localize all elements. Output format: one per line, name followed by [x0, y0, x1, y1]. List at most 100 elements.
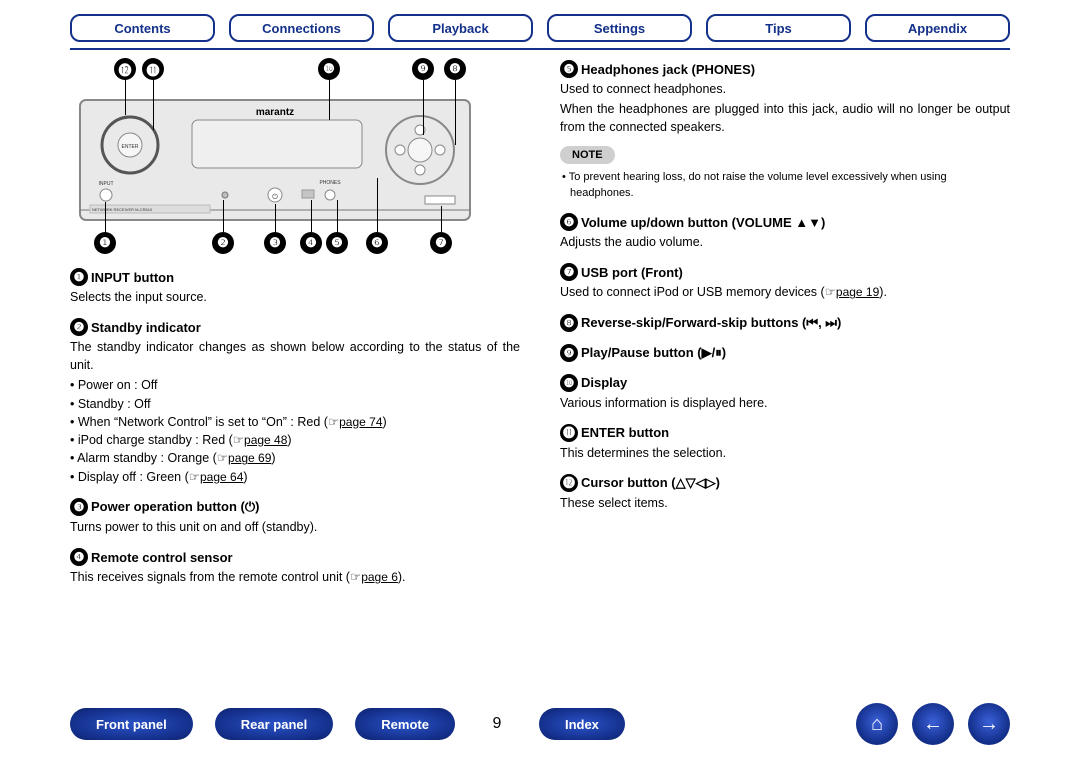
- bottom-bar: Front panel Rear panel Remote 9 Index ⌂ ← →: [0, 703, 1080, 745]
- item-num: ⓬: [560, 474, 578, 492]
- bottom-pill-index[interactable]: Index: [539, 708, 625, 740]
- callout-10: ❿: [318, 58, 340, 80]
- svg-text:NETWORK RECEIVER M-CR610: NETWORK RECEIVER M-CR610: [92, 207, 153, 212]
- item-num: ⓫: [560, 424, 578, 442]
- item-heading: ❾ Play/Pause button (▶/⏸): [560, 344, 1010, 362]
- item-heading: ❹ Remote control sensor: [70, 548, 520, 566]
- nav-tab-appendix[interactable]: Appendix: [865, 14, 1010, 42]
- back-icon[interactable]: ←: [912, 703, 954, 745]
- item-num: ❻: [560, 213, 578, 231]
- item-num: ❷: [70, 318, 88, 336]
- item-heading: ❸ Power operation button (⏻): [70, 498, 520, 516]
- callout-9: ❾: [412, 58, 434, 80]
- item-bullets: • Power on : Off• Standby : Off• When “N…: [70, 376, 520, 486]
- item-heading: ⓫ ENTER button: [560, 424, 1010, 442]
- item-title: INPUT button: [91, 270, 174, 285]
- item-title: Display: [581, 375, 627, 390]
- nav-tab-contents[interactable]: Contents: [70, 14, 215, 42]
- item-heading: ❽ Reverse-skip/Forward-skip buttons (⏮, …: [560, 314, 1010, 332]
- callout-11: ⓫: [142, 58, 164, 80]
- item-title: Play/Pause button (▶/⏸): [581, 345, 726, 361]
- item-num: ❽: [560, 314, 578, 332]
- item-title: Remote control sensor: [91, 550, 233, 565]
- item-title: Reverse-skip/Forward-skip buttons (⏮, ⏭): [581, 315, 841, 331]
- item-heading: ❼ USB port (Front): [560, 263, 1010, 281]
- leader: [223, 200, 224, 232]
- home-icon[interactable]: ⌂: [856, 703, 898, 745]
- callout-8: ❽: [444, 58, 466, 80]
- bottom-pill-front-panel[interactable]: Front panel: [70, 708, 193, 740]
- leader: [311, 200, 312, 232]
- svg-text:INPUT: INPUT: [99, 181, 114, 187]
- callout-12: ⓬: [114, 58, 136, 80]
- callout-3: ❸: [264, 232, 286, 254]
- device-figure: marantz ENTER INPUT: [70, 60, 480, 240]
- callout-4: ❹: [300, 232, 322, 254]
- item-body: Turns power to this unit on and off (sta…: [70, 518, 520, 536]
- item-body: This determines the selection.: [560, 444, 1010, 462]
- callout-7: ❼: [430, 232, 452, 254]
- item-body: Used to connect headphones.: [560, 80, 1010, 98]
- item-num: ❼: [560, 263, 578, 281]
- bottom-pill-rear-panel[interactable]: Rear panel: [215, 708, 333, 740]
- item-num: ❶: [70, 268, 88, 286]
- leader: [329, 80, 330, 120]
- nav-tab-settings[interactable]: Settings: [547, 14, 692, 42]
- note-badge: NOTE: [560, 146, 615, 164]
- callout-5: ❺: [326, 232, 348, 254]
- left-column: marantz ENTER INPUT: [70, 60, 520, 587]
- leader: [105, 202, 106, 232]
- item-num: ❸: [70, 498, 88, 516]
- item-body-extra: When the headphones are plugged into thi…: [560, 100, 1010, 136]
- leader: [377, 178, 378, 232]
- callout-2: ❷: [212, 232, 234, 254]
- item-body: Adjusts the audio volume.: [560, 233, 1010, 251]
- item-heading: ⓬ Cursor button (△▽◁▷): [560, 474, 1010, 492]
- nav-tab-playback[interactable]: Playback: [388, 14, 533, 42]
- item-body: Selects the input source.: [70, 288, 520, 306]
- callout-6: ❻: [366, 232, 388, 254]
- page-number: 9: [477, 715, 517, 733]
- item-title: Cursor button (△▽◁▷): [581, 475, 720, 491]
- item-body: This receives signals from the remote co…: [70, 568, 520, 586]
- nav-icon-group: ⌂ ← →: [856, 703, 1010, 745]
- leader: [455, 80, 456, 145]
- item-body: Various information is displayed here.: [560, 394, 1010, 412]
- item-heading: ❻ Volume up/down button (VOLUME ▲▼): [560, 213, 1010, 231]
- item-num: ❾: [560, 344, 578, 362]
- item-heading: ❷ Standby indicator: [70, 318, 520, 336]
- svg-text:⏻: ⏻: [272, 193, 278, 201]
- right-column: ❺ Headphones jack (PHONES) Used to connec…: [560, 60, 1010, 587]
- leader: [153, 80, 154, 130]
- item-body: The standby indicator changes as shown b…: [70, 338, 520, 374]
- svg-text:PHONES: PHONES: [319, 180, 341, 186]
- item-num: ❺: [560, 60, 578, 78]
- item-heading: ❶ INPUT button: [70, 268, 520, 286]
- leader: [441, 206, 442, 232]
- main-content: marantz ENTER INPUT: [0, 50, 1080, 587]
- item-title: Volume up/down button (VOLUME ▲▼): [581, 215, 825, 230]
- svg-text:marantz: marantz: [256, 107, 294, 118]
- leader: [423, 80, 424, 135]
- bottom-pill-group-2: Index: [539, 708, 625, 740]
- svg-text:ENTER: ENTER: [122, 144, 139, 150]
- item-title: USB port (Front): [581, 265, 683, 280]
- item-title: Headphones jack (PHONES): [581, 62, 755, 77]
- nav-tab-tips[interactable]: Tips: [706, 14, 851, 42]
- item-num: ❿: [560, 374, 578, 392]
- item-body: These select items.: [560, 494, 1010, 512]
- item-title: ENTER button: [581, 425, 669, 440]
- callout-1: ❶: [94, 232, 116, 254]
- bottom-pill-group: Front panel Rear panel Remote: [70, 708, 455, 740]
- item-heading: ❿ Display: [560, 374, 1010, 392]
- item-title: Standby indicator: [91, 320, 201, 335]
- item-heading: ❺ Headphones jack (PHONES): [560, 60, 1010, 78]
- bottom-pill-remote[interactable]: Remote: [355, 708, 455, 740]
- nav-tab-connections[interactable]: Connections: [229, 14, 374, 42]
- top-nav: Contents Connections Playback Settings Tips A…: [0, 0, 1080, 42]
- forward-icon[interactable]: →: [968, 703, 1010, 745]
- left-items: ❶ INPUT button Selects the input source. ❷…: [70, 268, 520, 587]
- right-items: ❺ Headphones jack (PHONES) Used to connec…: [560, 60, 1010, 512]
- leader: [125, 80, 126, 115]
- item-num: ❹: [70, 548, 88, 566]
